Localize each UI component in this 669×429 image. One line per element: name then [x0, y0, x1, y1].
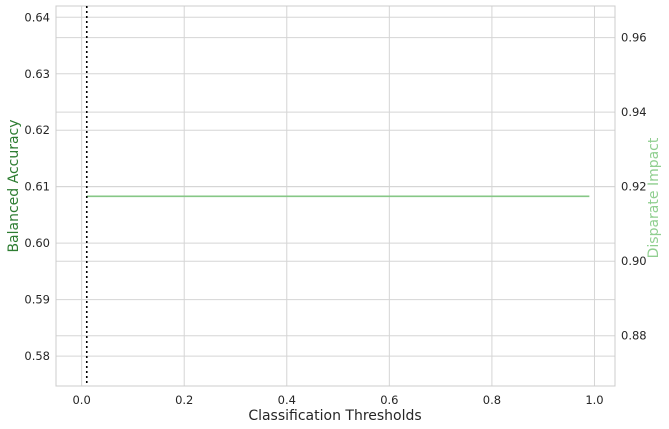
y-left-tick-label: 0.64: [24, 10, 50, 24]
y-left-tick-label: 0.58: [24, 349, 50, 363]
y-axis-left-title: Balanced Accuracy: [6, 119, 22, 252]
x-axis-ticks: 0.0 0.2 0.4 0.6 0.8 1.0: [72, 393, 603, 407]
y-left-tick-label: 0.63: [24, 67, 50, 81]
y-left-tick-label: 0.59: [24, 293, 50, 307]
axes-frame: [55, 5, 616, 387]
y-axis-right-ticks: 0.88 0.90 0.92 0.94 0.96: [621, 31, 647, 343]
y-axis-right-title: Disparate Impact: [646, 137, 662, 258]
y-right-tick-label: 0.92: [621, 180, 647, 194]
y-right-tick-label: 0.88: [621, 329, 647, 343]
y-axis-left-ticks: 0.58 0.59 0.60 0.61 0.62 0.63 0.64: [24, 10, 50, 363]
x-tick-label: 0.2: [175, 393, 193, 407]
x-tick-label: 0.6: [380, 393, 398, 407]
x-tick-label: 0.4: [278, 393, 296, 407]
y-left-tick-label: 0.61: [24, 180, 50, 194]
y-left-tick-label: 0.60: [24, 236, 50, 250]
y-right-tick-label: 0.90: [621, 254, 647, 268]
x-tick-label: 1.0: [585, 393, 603, 407]
x-tick-label: 0.0: [72, 393, 90, 407]
grid-lines: [56, 6, 615, 386]
x-tick-label: 0.8: [483, 393, 501, 407]
plot-frame: [55, 5, 616, 387]
y-left-tick-label: 0.62: [24, 123, 50, 137]
y-right-tick-label: 0.94: [621, 105, 647, 119]
x-axis-title: Classification Thresholds: [248, 408, 421, 424]
y-right-tick-label: 0.96: [621, 31, 647, 45]
